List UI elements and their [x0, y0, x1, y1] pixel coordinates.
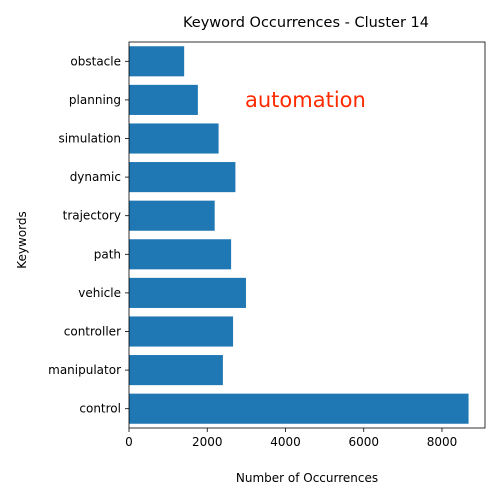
x-tick-label: 6000 — [348, 435, 379, 449]
bars-group — [129, 46, 469, 424]
y-tick-label: manipulator — [48, 363, 121, 377]
bar-dynamic — [129, 162, 236, 193]
y-tick-label: obstacle — [70, 54, 121, 68]
bar-trajectory — [129, 200, 215, 231]
y-tick-label: trajectory — [63, 209, 121, 223]
y-tick-label: simulation — [58, 132, 121, 146]
y-tick-label: path — [94, 247, 121, 261]
x-tick-label: 0 — [125, 435, 133, 449]
plot-frame-border — [128, 41, 486, 429]
y-tick-label: dynamic — [70, 170, 121, 184]
y-axis-label: Keywords — [15, 211, 29, 269]
bar-manipulator — [129, 355, 223, 386]
chart-title: Keyword Occurrences - Cluster 14 — [183, 15, 429, 31]
bar-controller — [129, 316, 234, 347]
bar-simulation — [129, 123, 219, 154]
y-tick-label: vehicle — [78, 286, 121, 300]
x-axis-label: Number of Occurrences — [236, 471, 378, 485]
y-tick-label: planning — [69, 93, 121, 107]
x-tick-label: 8000 — [427, 435, 458, 449]
bar-path — [129, 239, 232, 270]
chart-annotation: automation — [245, 88, 366, 112]
x-axis-ticks: 0 2000 4000 6000 8000 — [125, 428, 457, 449]
x-tick-label: 4000 — [270, 435, 301, 449]
bar-control — [129, 393, 469, 424]
bar-vehicle — [129, 277, 246, 308]
y-axis-ticks: control manipulator controller vehicle path t… — [48, 54, 129, 416]
bar-planning — [129, 84, 198, 115]
plot-frame — [128, 41, 486, 429]
bar-obstacle — [129, 46, 185, 77]
y-tick-label: controller — [64, 325, 121, 339]
y-tick-label: control — [79, 402, 121, 416]
x-tick-label: 2000 — [192, 435, 223, 449]
